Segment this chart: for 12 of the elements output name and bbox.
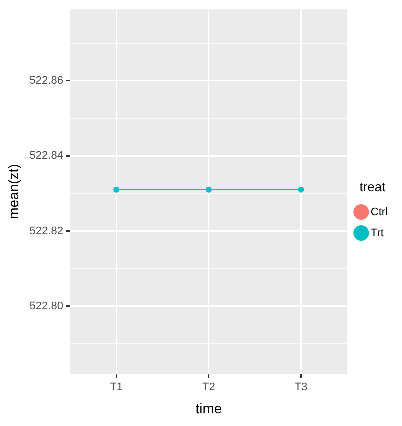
y-tick-label: 522.82 bbox=[30, 225, 64, 238]
y-axis-title: mean(zt) bbox=[5, 164, 22, 220]
legend-label: Trt bbox=[370, 227, 384, 240]
x-tick-label: T3 bbox=[294, 382, 308, 394]
legend-label: Ctrl bbox=[370, 206, 388, 218]
x-tick-label: T1 bbox=[110, 382, 124, 394]
x-axis-title: time bbox=[196, 400, 222, 416]
legend-title: treat bbox=[360, 179, 386, 194]
y-tick-label: 522.80 bbox=[30, 300, 64, 312]
y-tick-label: 522.86 bbox=[30, 75, 64, 88]
y-tick-label: 522.84 bbox=[30, 150, 64, 162]
x-tick-label: T2 bbox=[202, 382, 216, 394]
